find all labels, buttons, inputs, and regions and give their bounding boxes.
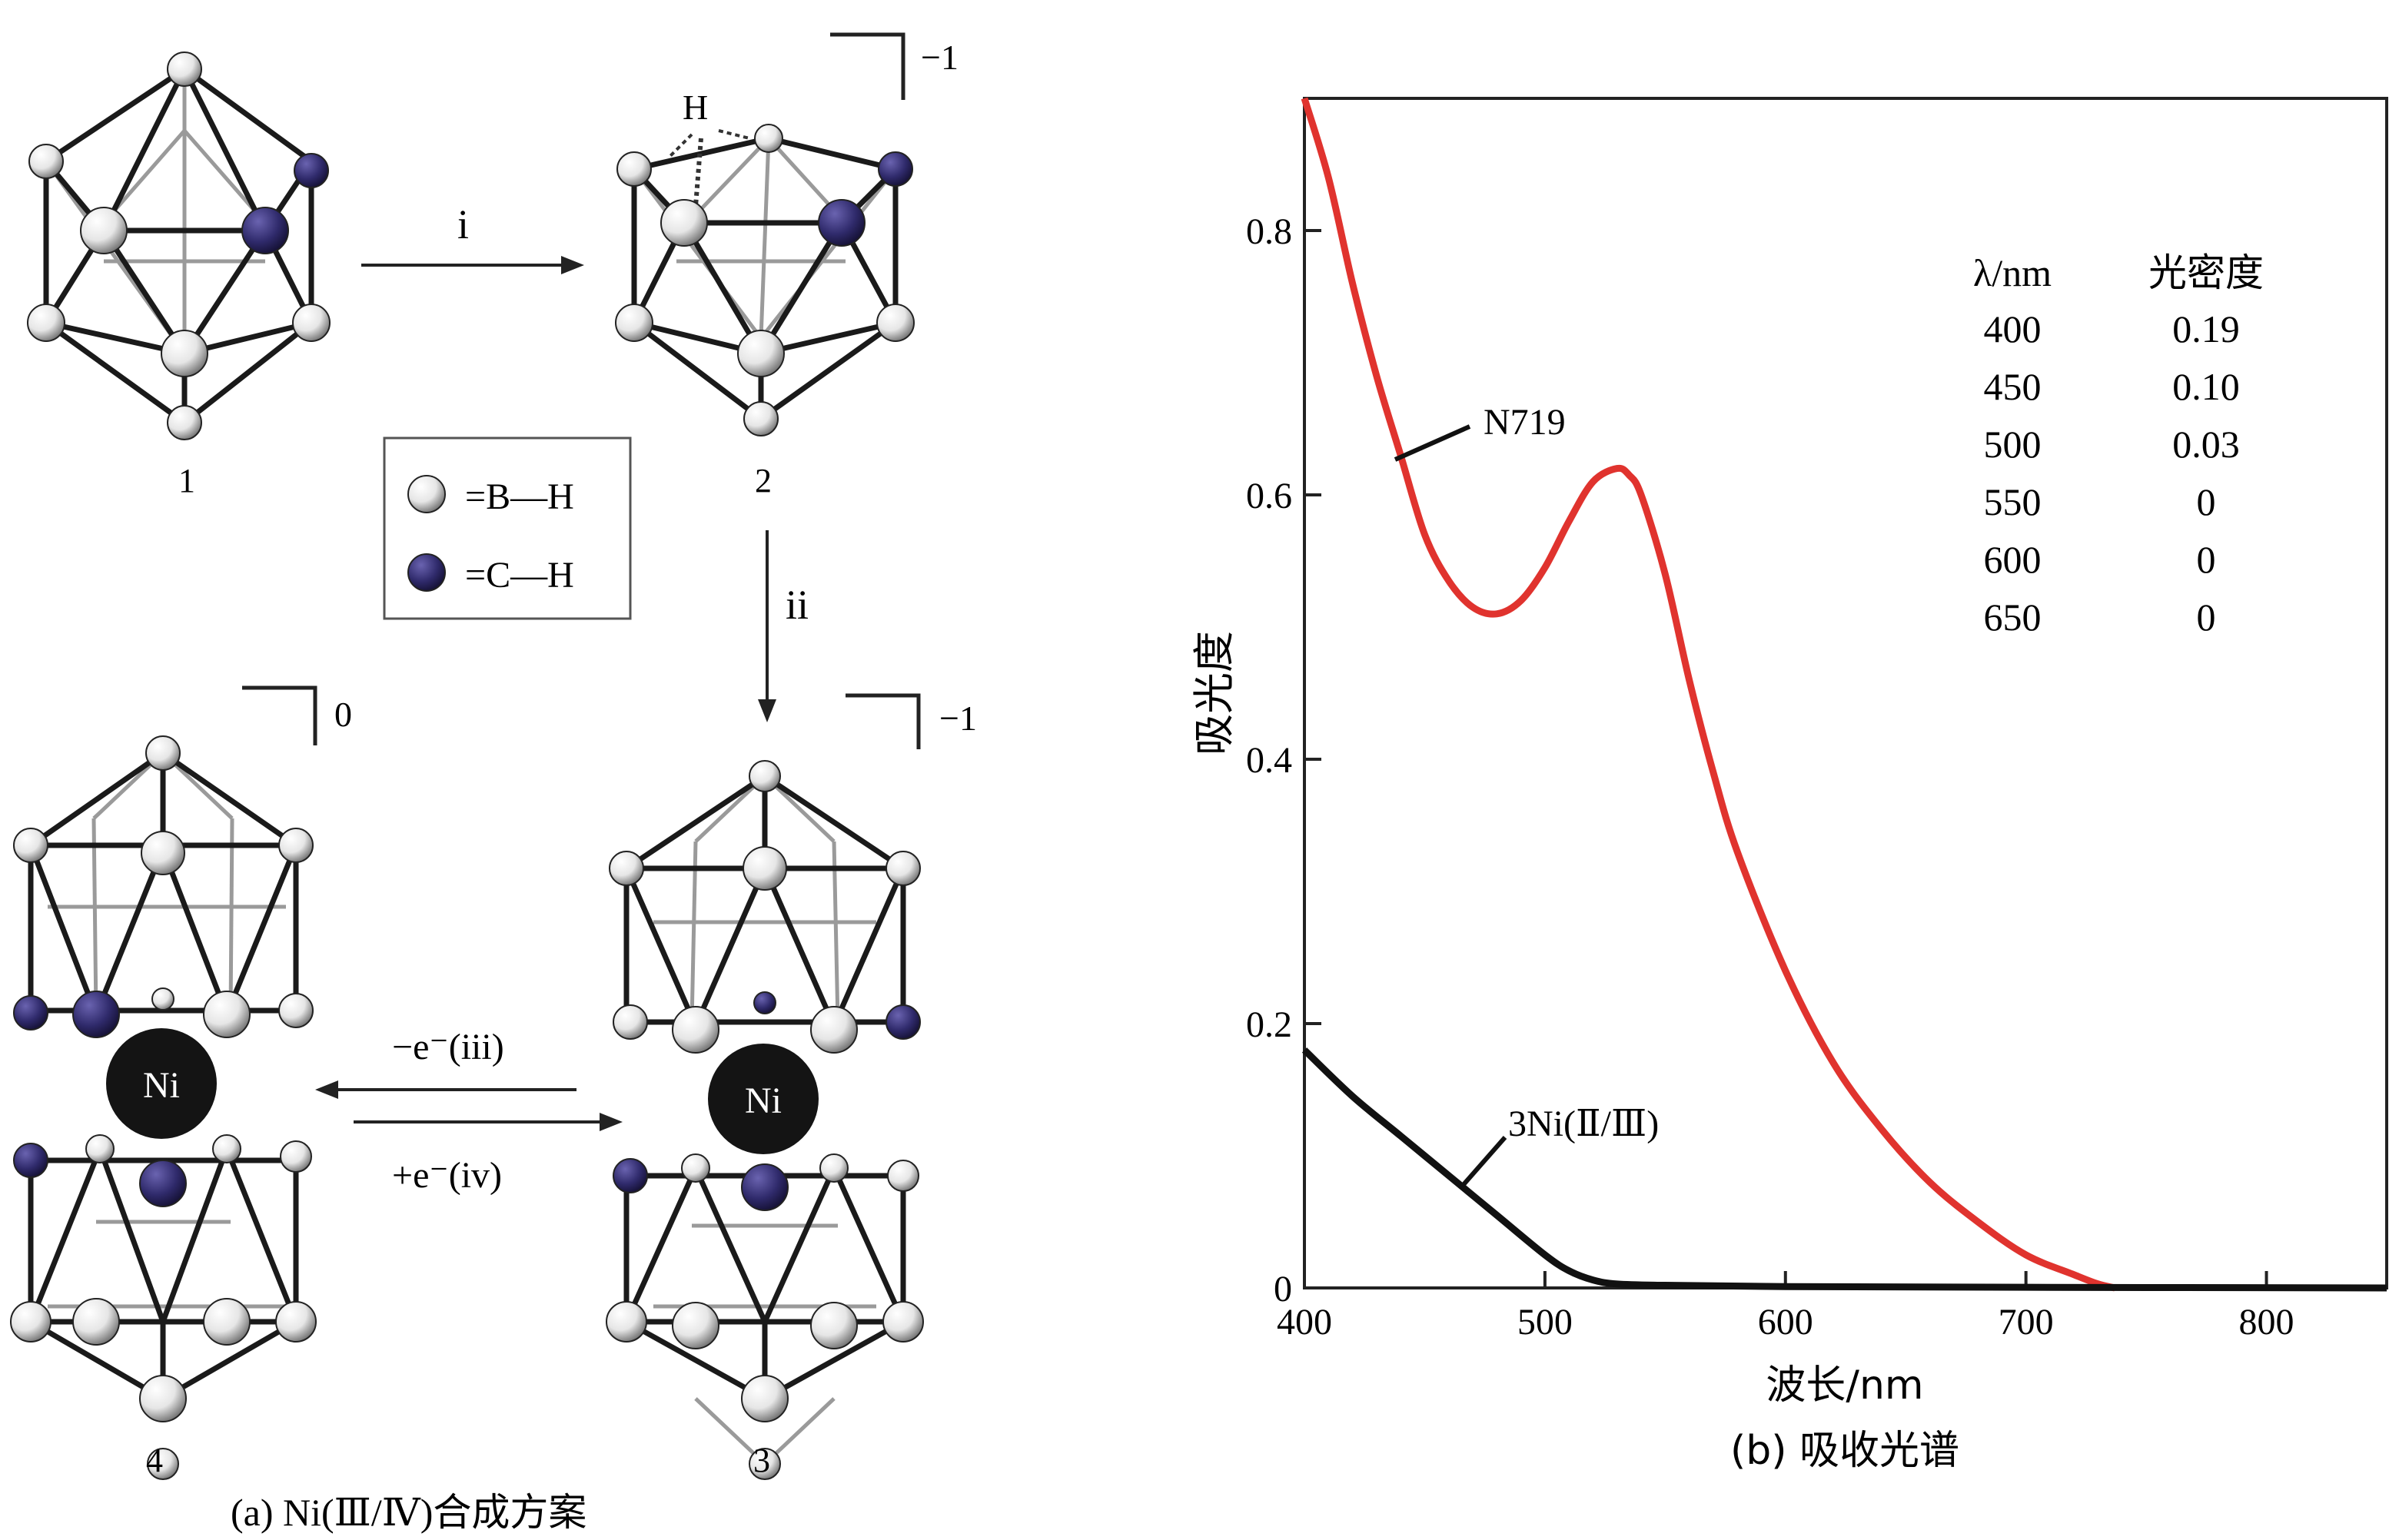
compound-1-cluster: 1 (27, 51, 331, 500)
legend-ch-label: =C—H (465, 555, 574, 596)
table-cell-wavelength: 550 (1984, 480, 2042, 523)
x-tick-label: 500 (1517, 1302, 1573, 1343)
compound-3-sandwich: Ni −1 3 (606, 693, 977, 1480)
legend-bh-label: =B—H (465, 476, 574, 517)
charge-bracket-3: −1 (846, 693, 977, 749)
table-cell-wavelength: 600 (1984, 538, 2042, 581)
x-tick-label: 700 (1999, 1302, 2054, 1343)
x-axis-label: 波长/nm (1766, 1362, 1923, 1409)
arrow-step-ii: ii (758, 530, 809, 722)
optical-density-table: λ/nm 光密度 400 0.19 450 0.10 500 0.03 550 0 600 0 65… (1973, 251, 2264, 639)
charge-4-label: 0 (334, 695, 352, 734)
y-tick-label: 0.8 (1246, 211, 1292, 252)
table-cell-optical-density: 0.19 (2172, 307, 2240, 350)
compound-4-sandwich: Ni 0 4 (10, 685, 352, 1480)
y-tick-label: 0.4 (1246, 740, 1292, 781)
x-axis-ticks: 400 500 600 700 800 (1277, 1271, 2294, 1343)
atom-legend: =B—H =C—H (383, 436, 632, 620)
compound-1-label: 1 (178, 462, 195, 500)
charge-3-label: −1 (939, 699, 977, 738)
x-tick-label: 400 (1277, 1302, 1332, 1343)
step-iv-label: +e⁻(iv) (392, 1155, 502, 1196)
y-axis-label: 吸光度 (1190, 631, 1238, 755)
table-cell-wavelength: 500 (1984, 423, 2042, 466)
nickel-atom (106, 1028, 217, 1139)
table-cell-optical-density: 0 (2197, 480, 2216, 523)
y-tick-label: 0 (1274, 1269, 1292, 1309)
compound-2-cluster: H −1 2 (615, 32, 959, 500)
table-header-optical-density: 光密度 (2148, 251, 2264, 295)
table-rows: 400 0.19 450 0.10 500 0.03 550 0 600 0 650 0 (1984, 307, 2240, 639)
cluster-front-edges (623, 774, 906, 1402)
compound-3-label: 3 (753, 1442, 770, 1479)
spectrum-caption: (b) 吸收光谱 (1730, 1428, 1959, 1474)
nickel-label: Ni (745, 1080, 782, 1121)
bridging-h-label: H (683, 88, 708, 127)
bridging-hydrogen: H (667, 88, 750, 207)
table-cell-optical-density: 0 (2197, 538, 2216, 581)
table-header-wavelength: λ/nm (1973, 251, 2052, 294)
table-cell-wavelength: 400 (1984, 307, 2042, 350)
x-tick-label: 800 (2239, 1302, 2294, 1343)
boron-legend-marker (407, 475, 446, 513)
step-ii-label: ii (786, 582, 809, 628)
x-tick-label: 600 (1758, 1302, 1813, 1343)
table-cell-optical-density: 0.10 (2172, 365, 2240, 408)
scheme-caption: (a) Ni(Ⅲ/Ⅳ)合成方案 (231, 1491, 586, 1534)
cluster-front-edges (28, 751, 299, 1402)
cluster-back-edges (48, 752, 286, 1309)
compound-4-label: 4 (146, 1442, 163, 1479)
compound-2-label: 2 (755, 462, 772, 500)
nickel-curve (1301, 1047, 2387, 1292)
table-cell-optical-density: 0.03 (2172, 423, 2240, 466)
spectrum-panel: 00.20.40.60.8 400 500 600 700 800 吸光度 波长/nm … (1190, 97, 2388, 1474)
cluster-atoms (27, 51, 331, 440)
n719-label: N719 (1484, 402, 1566, 443)
cluster-atoms (606, 760, 924, 1480)
charge-2-label: −1 (921, 38, 959, 77)
redox-arrows: −e⁻(iii) +e⁻(iv) (315, 1027, 623, 1196)
carbon-legend-marker (407, 553, 446, 592)
scheme-panel: 1 i H (10, 32, 977, 1534)
nickel-atom (708, 1044, 819, 1154)
nickel-label: Ni (143, 1065, 180, 1106)
table-cell-wavelength: 450 (1984, 365, 2042, 408)
table-cell-optical-density: 0 (2197, 596, 2216, 639)
nickel-series-label: 3Ni(Ⅱ/Ⅲ) (1508, 1104, 1659, 1144)
charge-bracket-4: 0 (242, 685, 352, 745)
charge-bracket-2: −1 (830, 32, 959, 100)
y-tick-label: 0.2 (1246, 1004, 1292, 1045)
table-cell-wavelength: 650 (1984, 596, 2042, 639)
y-tick-label: 0.6 (1246, 476, 1292, 516)
y-axis-ticks: 0 0.2 0.4 0.6 0.8 (1246, 211, 1321, 1309)
series-annotations: N719 3Ni(Ⅱ/Ⅲ) (1394, 402, 1659, 1190)
cluster-atoms (615, 124, 915, 436)
cluster-atoms (10, 735, 317, 1480)
arrow-step-i: i (361, 201, 584, 274)
step-i-label: i (457, 201, 469, 247)
step-iii-label: −e⁻(iii) (392, 1027, 504, 1067)
